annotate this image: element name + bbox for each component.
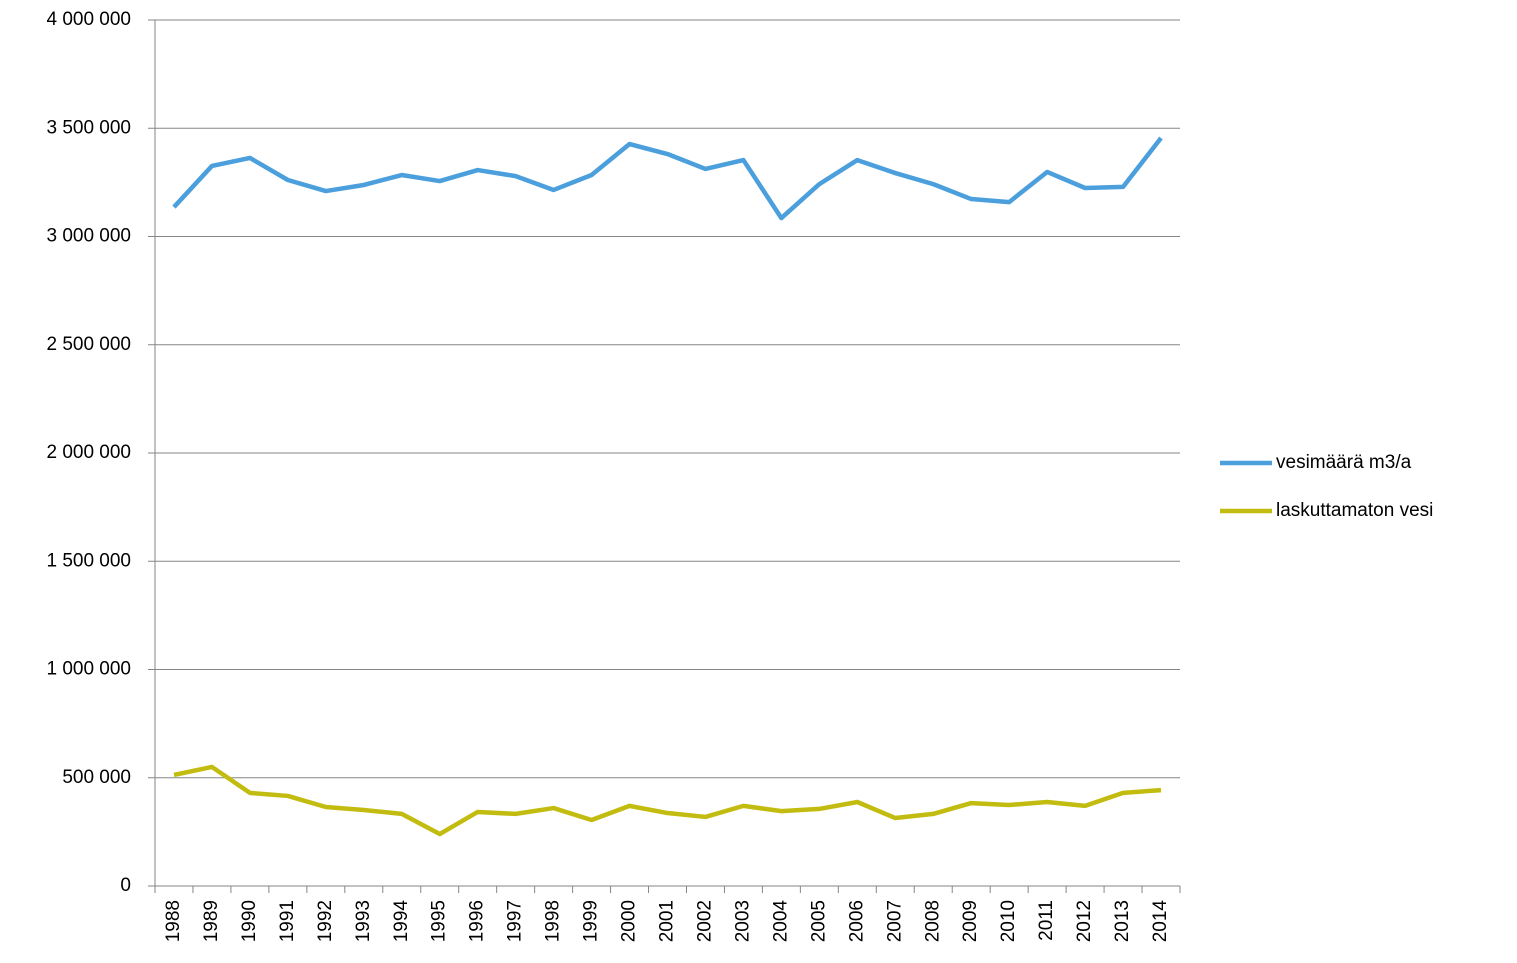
x-tick-label: 2005: [808, 900, 829, 942]
x-tick-label: 1990: [239, 900, 260, 942]
x-tick-label: 1988: [163, 900, 184, 942]
series-line: [173, 764, 1162, 837]
y-tick-label: 1 000 000: [46, 659, 131, 680]
x-tick-label: 2010: [998, 900, 1019, 942]
y-tick-label: 3 000 000: [46, 226, 131, 247]
series-line: [172, 136, 1163, 221]
x-tick-label: 1998: [543, 900, 564, 942]
x-tick-label: 1997: [505, 900, 526, 942]
x-tick-label: 1994: [391, 900, 412, 943]
legend-label: laskuttamaton vesi: [1276, 500, 1433, 521]
x-tick-label: 1995: [429, 900, 450, 942]
y-tick-label: 2 000 000: [46, 442, 131, 463]
x-tick-label: 2009: [960, 900, 981, 942]
y-tick-label: 4 000 000: [46, 9, 131, 30]
x-tick-label: 2006: [846, 900, 867, 942]
y-tick-label: 2 500 000: [46, 334, 131, 355]
x-tick-label: 1999: [581, 900, 602, 942]
x-tick-label: 1993: [353, 900, 374, 942]
y-tick-label: 0: [120, 875, 131, 896]
x-tick-label: 2012: [1074, 900, 1095, 942]
y-tick-label: 500 000: [62, 767, 131, 788]
x-tick-label: 2001: [657, 900, 678, 942]
x-tick-label: 2014: [1150, 900, 1171, 943]
x-tick-label: 2013: [1112, 900, 1133, 942]
x-tick-label: 2011: [1036, 900, 1057, 941]
x-tick-label: 2002: [694, 900, 715, 942]
x-tick-label: 1992: [315, 900, 336, 942]
x-tick-label: 1989: [201, 900, 222, 942]
y-tick-label: 1 500 000: [46, 550, 131, 571]
legend-label: vesimäärä m3/a: [1276, 452, 1412, 473]
x-tick-label: 2003: [732, 900, 753, 942]
x-tick-label: 1991: [277, 900, 298, 942]
y-tick-label: 3 500 000: [46, 117, 131, 138]
x-tick-label: 2007: [884, 900, 905, 942]
x-tick-label: 2000: [619, 900, 640, 942]
x-tick-label: 2008: [922, 900, 943, 942]
x-tick-label: 2004: [770, 900, 791, 943]
x-tick-label: 1996: [467, 900, 488, 942]
